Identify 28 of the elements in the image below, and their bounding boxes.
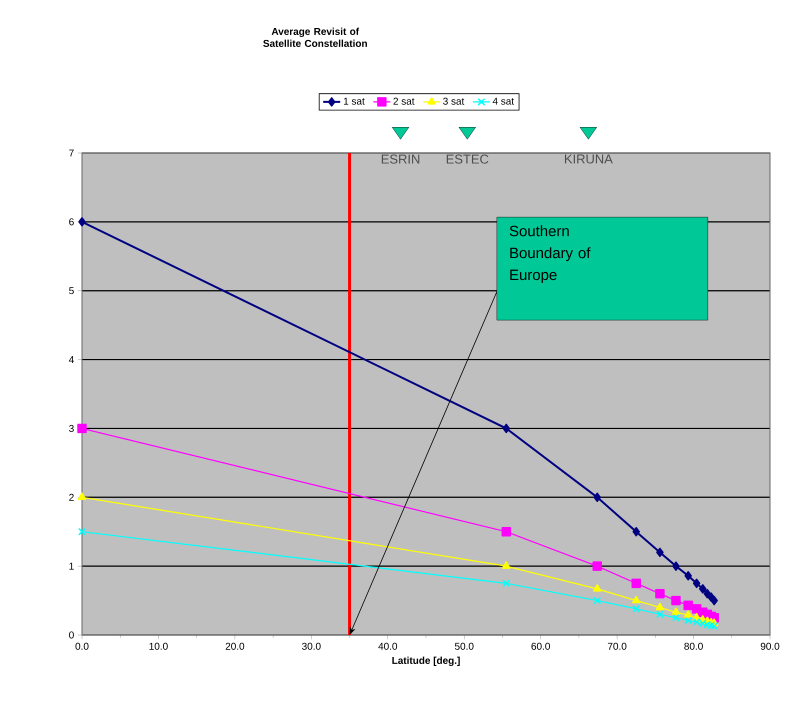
annotation: ESRIN <box>382 154 420 164</box>
x-tick-label: 70.0 <box>608 642 626 650</box>
x-axis-title: Latitude [deg.] <box>392 656 460 666</box>
x-tick-label: 50.0 <box>454 642 474 650</box>
x-tick-label: 20.0 <box>226 642 244 650</box>
legend-label: 3 sat <box>443 98 464 105</box>
y-tick-label: 2 <box>69 494 74 501</box>
annotation: Southern Boundary of Europe <box>510 225 590 284</box>
y-tick-label: 6 <box>69 218 74 226</box>
legend-label: 2 sat <box>393 98 414 105</box>
annotation: ESTEC <box>446 154 488 164</box>
x-tick-label: 60.0 <box>531 642 550 650</box>
legend-label: 1 sat <box>344 98 365 105</box>
annotation: KIRUNA <box>564 154 613 164</box>
x-tick-label: 90.0 <box>760 642 780 650</box>
legend-label: 4 sat <box>492 98 514 105</box>
x-tick-label: 10.0 <box>150 642 168 650</box>
y-tick-label: 3 <box>69 424 74 432</box>
x-tick-label: 40.0 <box>378 642 398 650</box>
chart-title: Average Revisit of Satellite Constellation <box>263 28 367 47</box>
x-tick-label: 30.0 <box>302 642 321 650</box>
y-tick-label: 0 <box>69 631 74 639</box>
x-tick-label: 0.0 <box>75 642 89 650</box>
y-tick-label: 1 <box>69 562 74 570</box>
y-tick-label: 7 <box>69 150 74 156</box>
y-tick-label: 5 <box>69 287 74 294</box>
x-tick-label: 80.0 <box>684 642 703 650</box>
y-tick-label: 4 <box>68 356 74 363</box>
